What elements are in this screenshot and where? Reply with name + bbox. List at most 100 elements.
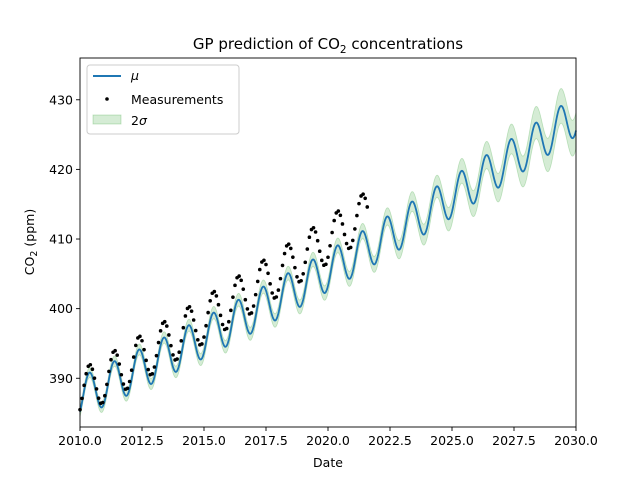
measurement-point bbox=[282, 251, 287, 256]
measurement-point bbox=[249, 311, 254, 315]
measurement-point bbox=[299, 278, 303, 283]
measurement-point bbox=[115, 353, 119, 357]
measurement-point bbox=[218, 313, 223, 318]
measurement-point bbox=[92, 376, 97, 380]
measurement-point bbox=[100, 400, 105, 405]
measurement-point bbox=[262, 258, 266, 263]
measurement-point bbox=[187, 305, 192, 309]
measurement-point bbox=[278, 276, 283, 281]
measurement-point bbox=[301, 272, 305, 276]
measurement-point bbox=[330, 230, 334, 235]
legend-measurements-label: Measurements bbox=[131, 92, 223, 107]
y-tick-label: 410 bbox=[49, 232, 73, 247]
measurement-point bbox=[257, 267, 262, 272]
measurement-point bbox=[125, 386, 130, 391]
measurement-point bbox=[154, 353, 159, 358]
y-tick-label: 430 bbox=[49, 92, 73, 107]
measurement-point bbox=[355, 213, 359, 218]
measurement-point bbox=[212, 289, 217, 294]
measurement-point bbox=[342, 232, 347, 237]
y-axis-label: CO2 (ppm) bbox=[22, 209, 40, 275]
measurement-point bbox=[152, 365, 157, 369]
measurement-point bbox=[121, 382, 126, 386]
mean-line-layer bbox=[79, 104, 577, 412]
measurement-point bbox=[204, 323, 208, 328]
measurement-point bbox=[328, 243, 332, 248]
measurement-point bbox=[363, 196, 367, 201]
measurement-point bbox=[274, 295, 279, 299]
measurement-point bbox=[291, 255, 295, 259]
measurement-point bbox=[332, 218, 336, 223]
measurement-point bbox=[288, 246, 293, 251]
measurement-point bbox=[171, 353, 175, 357]
x-axis-label: Date bbox=[313, 455, 343, 470]
measurement-point bbox=[311, 225, 316, 230]
measurement-point bbox=[305, 247, 310, 251]
measurement-point bbox=[179, 339, 184, 343]
measurement-point bbox=[253, 292, 258, 297]
measurement-point bbox=[105, 382, 109, 387]
measurement-point bbox=[189, 309, 194, 313]
measurement-point bbox=[150, 372, 155, 376]
y-tick-label: 400 bbox=[49, 301, 73, 316]
measurement-point bbox=[270, 291, 274, 295]
measurement-point bbox=[361, 192, 365, 196]
y-tick-label: 420 bbox=[49, 162, 73, 177]
measurement-point bbox=[348, 245, 353, 250]
measurement-point bbox=[224, 326, 229, 331]
legend-box bbox=[86, 64, 240, 135]
measurement-point bbox=[237, 274, 241, 278]
measurement-point bbox=[251, 304, 256, 308]
legend-band-label: 2σ bbox=[131, 113, 148, 128]
measurement-point bbox=[340, 222, 345, 226]
measurement-point bbox=[357, 201, 361, 206]
x-axis-ticks: 2010.0 2012.5 2015.0 2017.5 2020.0 2022.5 2025… bbox=[58, 427, 598, 448]
measurement-point bbox=[353, 227, 357, 231]
measurement-point bbox=[142, 347, 146, 352]
measurement-point bbox=[94, 387, 99, 391]
measurement-point bbox=[202, 335, 206, 339]
measurement-point bbox=[280, 263, 285, 268]
measurement-point bbox=[169, 343, 173, 348]
measurement-point bbox=[317, 249, 322, 254]
measurement-point bbox=[96, 396, 101, 400]
measurement-point bbox=[177, 350, 181, 354]
x-tick-label: 2027.5 bbox=[492, 433, 536, 448]
measurement-point bbox=[131, 355, 136, 359]
measurement-point bbox=[255, 279, 260, 284]
measurement-point bbox=[315, 238, 320, 243]
measurement-point bbox=[264, 262, 268, 267]
measurement-point bbox=[365, 205, 370, 209]
measurement-point bbox=[181, 325, 186, 330]
chart-title: GP prediction of CO2 concentrations bbox=[193, 35, 463, 56]
measurement-point bbox=[134, 343, 138, 348]
measurement-point bbox=[336, 209, 341, 213]
measurement-point bbox=[109, 357, 113, 362]
measurement-point bbox=[338, 213, 343, 218]
measurement-point bbox=[103, 393, 107, 398]
legend-band-swatch bbox=[92, 114, 122, 125]
measurement-point bbox=[231, 295, 235, 299]
measurement-point bbox=[245, 307, 250, 311]
measurement-point bbox=[220, 322, 225, 327]
measurement-point bbox=[80, 396, 84, 401]
measurement-point bbox=[295, 275, 299, 279]
x-tick-label: 2010.0 bbox=[58, 433, 102, 448]
measurement-point bbox=[276, 288, 281, 292]
measurement-point bbox=[229, 308, 233, 313]
measurement-point bbox=[313, 230, 318, 234]
measurement-point bbox=[307, 235, 312, 240]
measurement-point bbox=[162, 319, 167, 324]
measurement-point bbox=[208, 299, 212, 303]
legend-mu-label: μ bbox=[130, 68, 139, 83]
measurement-point bbox=[129, 368, 134, 372]
x-tick-label: 2017.5 bbox=[244, 433, 288, 448]
measurement-point bbox=[303, 260, 308, 265]
measurement-point bbox=[113, 348, 117, 353]
measurement-point bbox=[144, 358, 148, 363]
measurement-point bbox=[183, 314, 188, 318]
measurement-point bbox=[196, 338, 200, 342]
mean-line bbox=[79, 104, 577, 412]
measurement-point bbox=[206, 310, 210, 315]
measurement-point bbox=[191, 318, 196, 322]
